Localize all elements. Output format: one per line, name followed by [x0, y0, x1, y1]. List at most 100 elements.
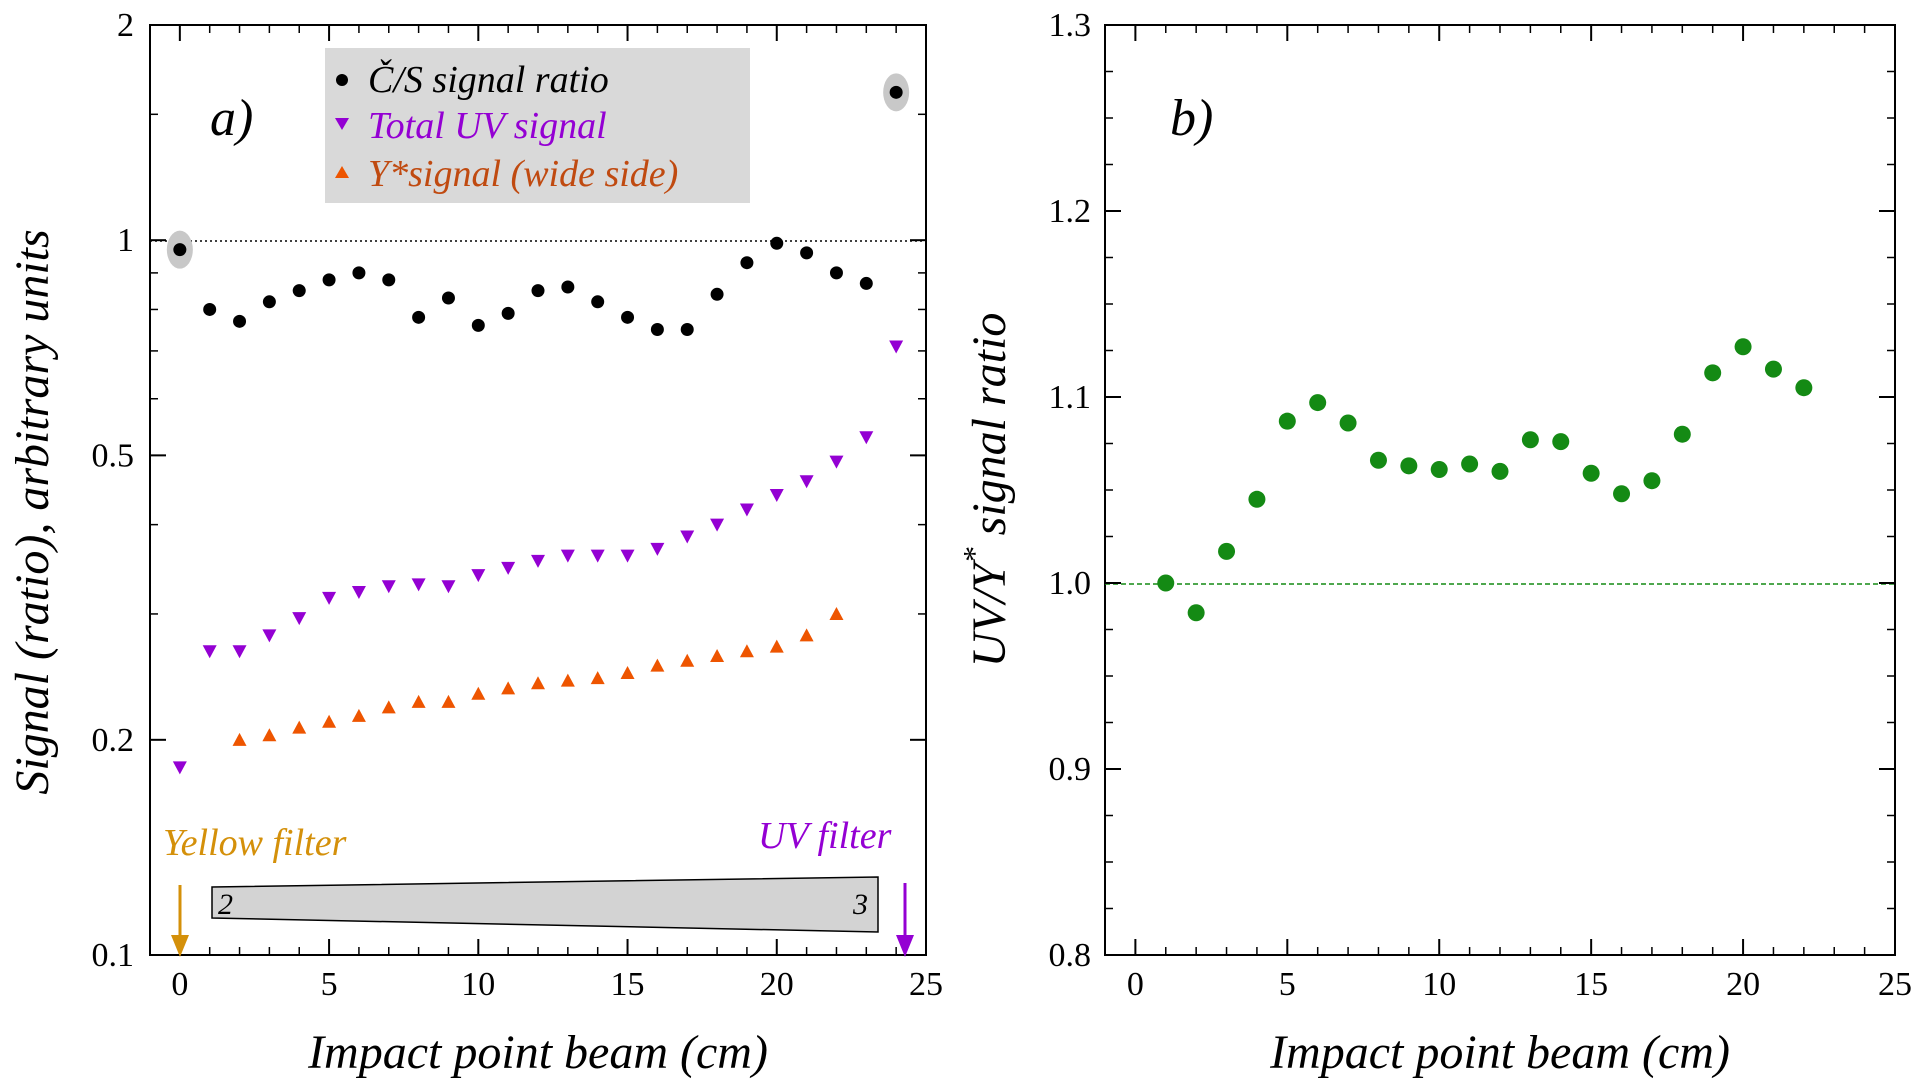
uv-signal-point — [202, 645, 217, 659]
cs-ratio-point — [471, 318, 485, 332]
uv-ystar-ratio-point — [1673, 425, 1691, 443]
uv-ystar-ratio-point — [1400, 457, 1418, 475]
ystar-signal-point — [471, 686, 486, 700]
panel-a-legend: Č/S signal ratio Total UV signal Y*signa… — [325, 48, 750, 203]
cs-ratio-point — [412, 310, 426, 324]
legend-marker-uv — [335, 118, 349, 130]
uv-signal-point — [739, 503, 754, 517]
wedge-shape — [211, 876, 879, 933]
panel-b-ylabel-rest: signal ratio — [963, 313, 1016, 548]
uv-ystar-ratio-point — [1552, 433, 1570, 451]
ystar-signal-point — [351, 708, 366, 722]
a-xtick-label: 5 — [321, 966, 338, 1003]
uv-signal-point — [351, 585, 366, 599]
uv-ystar-ratio-point — [1643, 472, 1661, 490]
uv-signal-point — [471, 569, 486, 583]
uv-filter-label: UV filter — [758, 815, 892, 857]
cs-ratio-point — [710, 287, 724, 301]
ystar-signal-point — [829, 606, 844, 620]
ystar-signal-point — [411, 694, 426, 708]
ystar-signal-point — [531, 676, 545, 690]
cs-ratio-point — [292, 284, 306, 298]
b-ytick-label: 1.1 — [1049, 379, 1092, 416]
panel-b-xlabel: Impact point beam (cm) — [1269, 1026, 1730, 1079]
ystar-signal-point — [262, 728, 277, 742]
uv-signal-point — [560, 549, 575, 563]
uv-ystar-ratio-point — [1734, 338, 1752, 356]
cs-ratio-point — [233, 314, 247, 328]
ystar-signal-point — [680, 653, 695, 667]
b-ytick-label: 1.3 — [1049, 7, 1092, 44]
ystar-signal-point — [769, 639, 784, 653]
b-xtick-label: 25 — [1878, 966, 1912, 1003]
cs-ratio-point — [203, 302, 217, 316]
uv-signal-point — [501, 561, 516, 575]
a-ytick-label: 0.2 — [92, 722, 135, 759]
uv-ystar-ratio-point — [1430, 461, 1448, 479]
a-xtick-label: 0 — [171, 966, 188, 1003]
ystar-signal-point — [590, 671, 605, 685]
panel-b-ticks: 0 5 10 15 20 25 0.8 0.9 1.0 1.1 1.2 1.3 — [1049, 7, 1913, 1003]
cs-ratio-point — [501, 306, 515, 320]
cs-ratio-point — [591, 295, 605, 309]
cs-ratio-point — [262, 295, 276, 309]
uv-ystar-ratio-point — [1521, 431, 1539, 449]
uv-signal-point — [232, 645, 247, 659]
panel-b-ylabel: UV/Y* signal ratio — [956, 313, 1016, 668]
uv-signal-point — [411, 578, 426, 592]
legend-marker-ystar — [335, 166, 349, 178]
b-ytick-label: 1.2 — [1049, 193, 1092, 230]
a-xtick-label: 10 — [461, 966, 495, 1003]
ystar-signal-point — [710, 648, 725, 662]
a-xtick-label: 20 — [760, 966, 794, 1003]
uv-signal-point — [590, 549, 605, 563]
panel-a-marks — [172, 85, 904, 775]
yellow-filter-label: Yellow filter — [163, 822, 347, 864]
uv-signal-point — [799, 475, 814, 489]
cs-ratio-point — [621, 310, 635, 324]
ystar-signal-point — [560, 673, 575, 687]
legend-label-ystar: Y*signal (wide side) — [368, 153, 678, 195]
panel-b-ylabel-sup: * — [956, 547, 992, 563]
b-xtick-label: 20 — [1726, 966, 1760, 1003]
cs-ratio-point — [173, 243, 187, 257]
ystar-signal-point — [292, 720, 307, 734]
uv-ystar-ratio-point — [1187, 604, 1205, 622]
panel-b-ylabel-main: UV/Y — [963, 559, 1016, 667]
cs-ratio-point — [441, 291, 455, 305]
svg-text:UV/Y* signal ratio: UV/Y* signal ratio — [956, 313, 1016, 668]
uv-ystar-ratio-point — [1218, 542, 1236, 560]
uv-signal-point — [829, 455, 844, 469]
cs-ratio-point — [382, 273, 396, 287]
uv-ystar-ratio-point — [1491, 462, 1509, 480]
ystar-signal-point — [232, 732, 247, 746]
cs-ratio-point — [859, 276, 873, 290]
uv-ystar-ratio-point — [1339, 414, 1357, 432]
ystar-signal-point — [650, 658, 665, 672]
legend-background — [325, 48, 750, 203]
uv-ystar-ratio-point — [1613, 485, 1631, 503]
uv-filter-arrowhead — [896, 935, 914, 957]
uv-ystar-ratio-point — [1278, 412, 1296, 430]
wedge-label-left: 2 — [218, 888, 233, 921]
uv-ystar-ratio-point — [1369, 451, 1387, 469]
cs-ratio-point — [829, 266, 843, 280]
cs-ratio-point — [680, 322, 694, 336]
panel-b: 0 5 10 15 20 25 0.8 0.9 1.0 1.1 1.2 1.3 b) Impact p… — [956, 7, 1912, 1079]
uv-ystar-ratio-point — [1157, 574, 1175, 592]
panel-b-label: b) — [1170, 90, 1213, 147]
ystar-signal-point — [501, 681, 516, 695]
b-xtick-label: 0 — [1127, 966, 1144, 1003]
cs-ratio-point — [770, 236, 784, 250]
uv-signal-point — [620, 549, 635, 563]
uv-signal-point — [710, 518, 725, 532]
yellow-filter-arrowhead — [171, 935, 189, 957]
cs-ratio-point — [531, 284, 545, 298]
panel-a-xlabel: Impact point beam (cm) — [307, 1026, 768, 1079]
a-xtick-label: 25 — [909, 966, 943, 1003]
b-xtick-label: 10 — [1422, 966, 1456, 1003]
uv-signal-point — [680, 530, 695, 544]
ystar-signal-point — [799, 628, 814, 642]
uv-ystar-ratio-point — [1309, 394, 1327, 412]
b-xtick-label: 5 — [1279, 966, 1296, 1003]
